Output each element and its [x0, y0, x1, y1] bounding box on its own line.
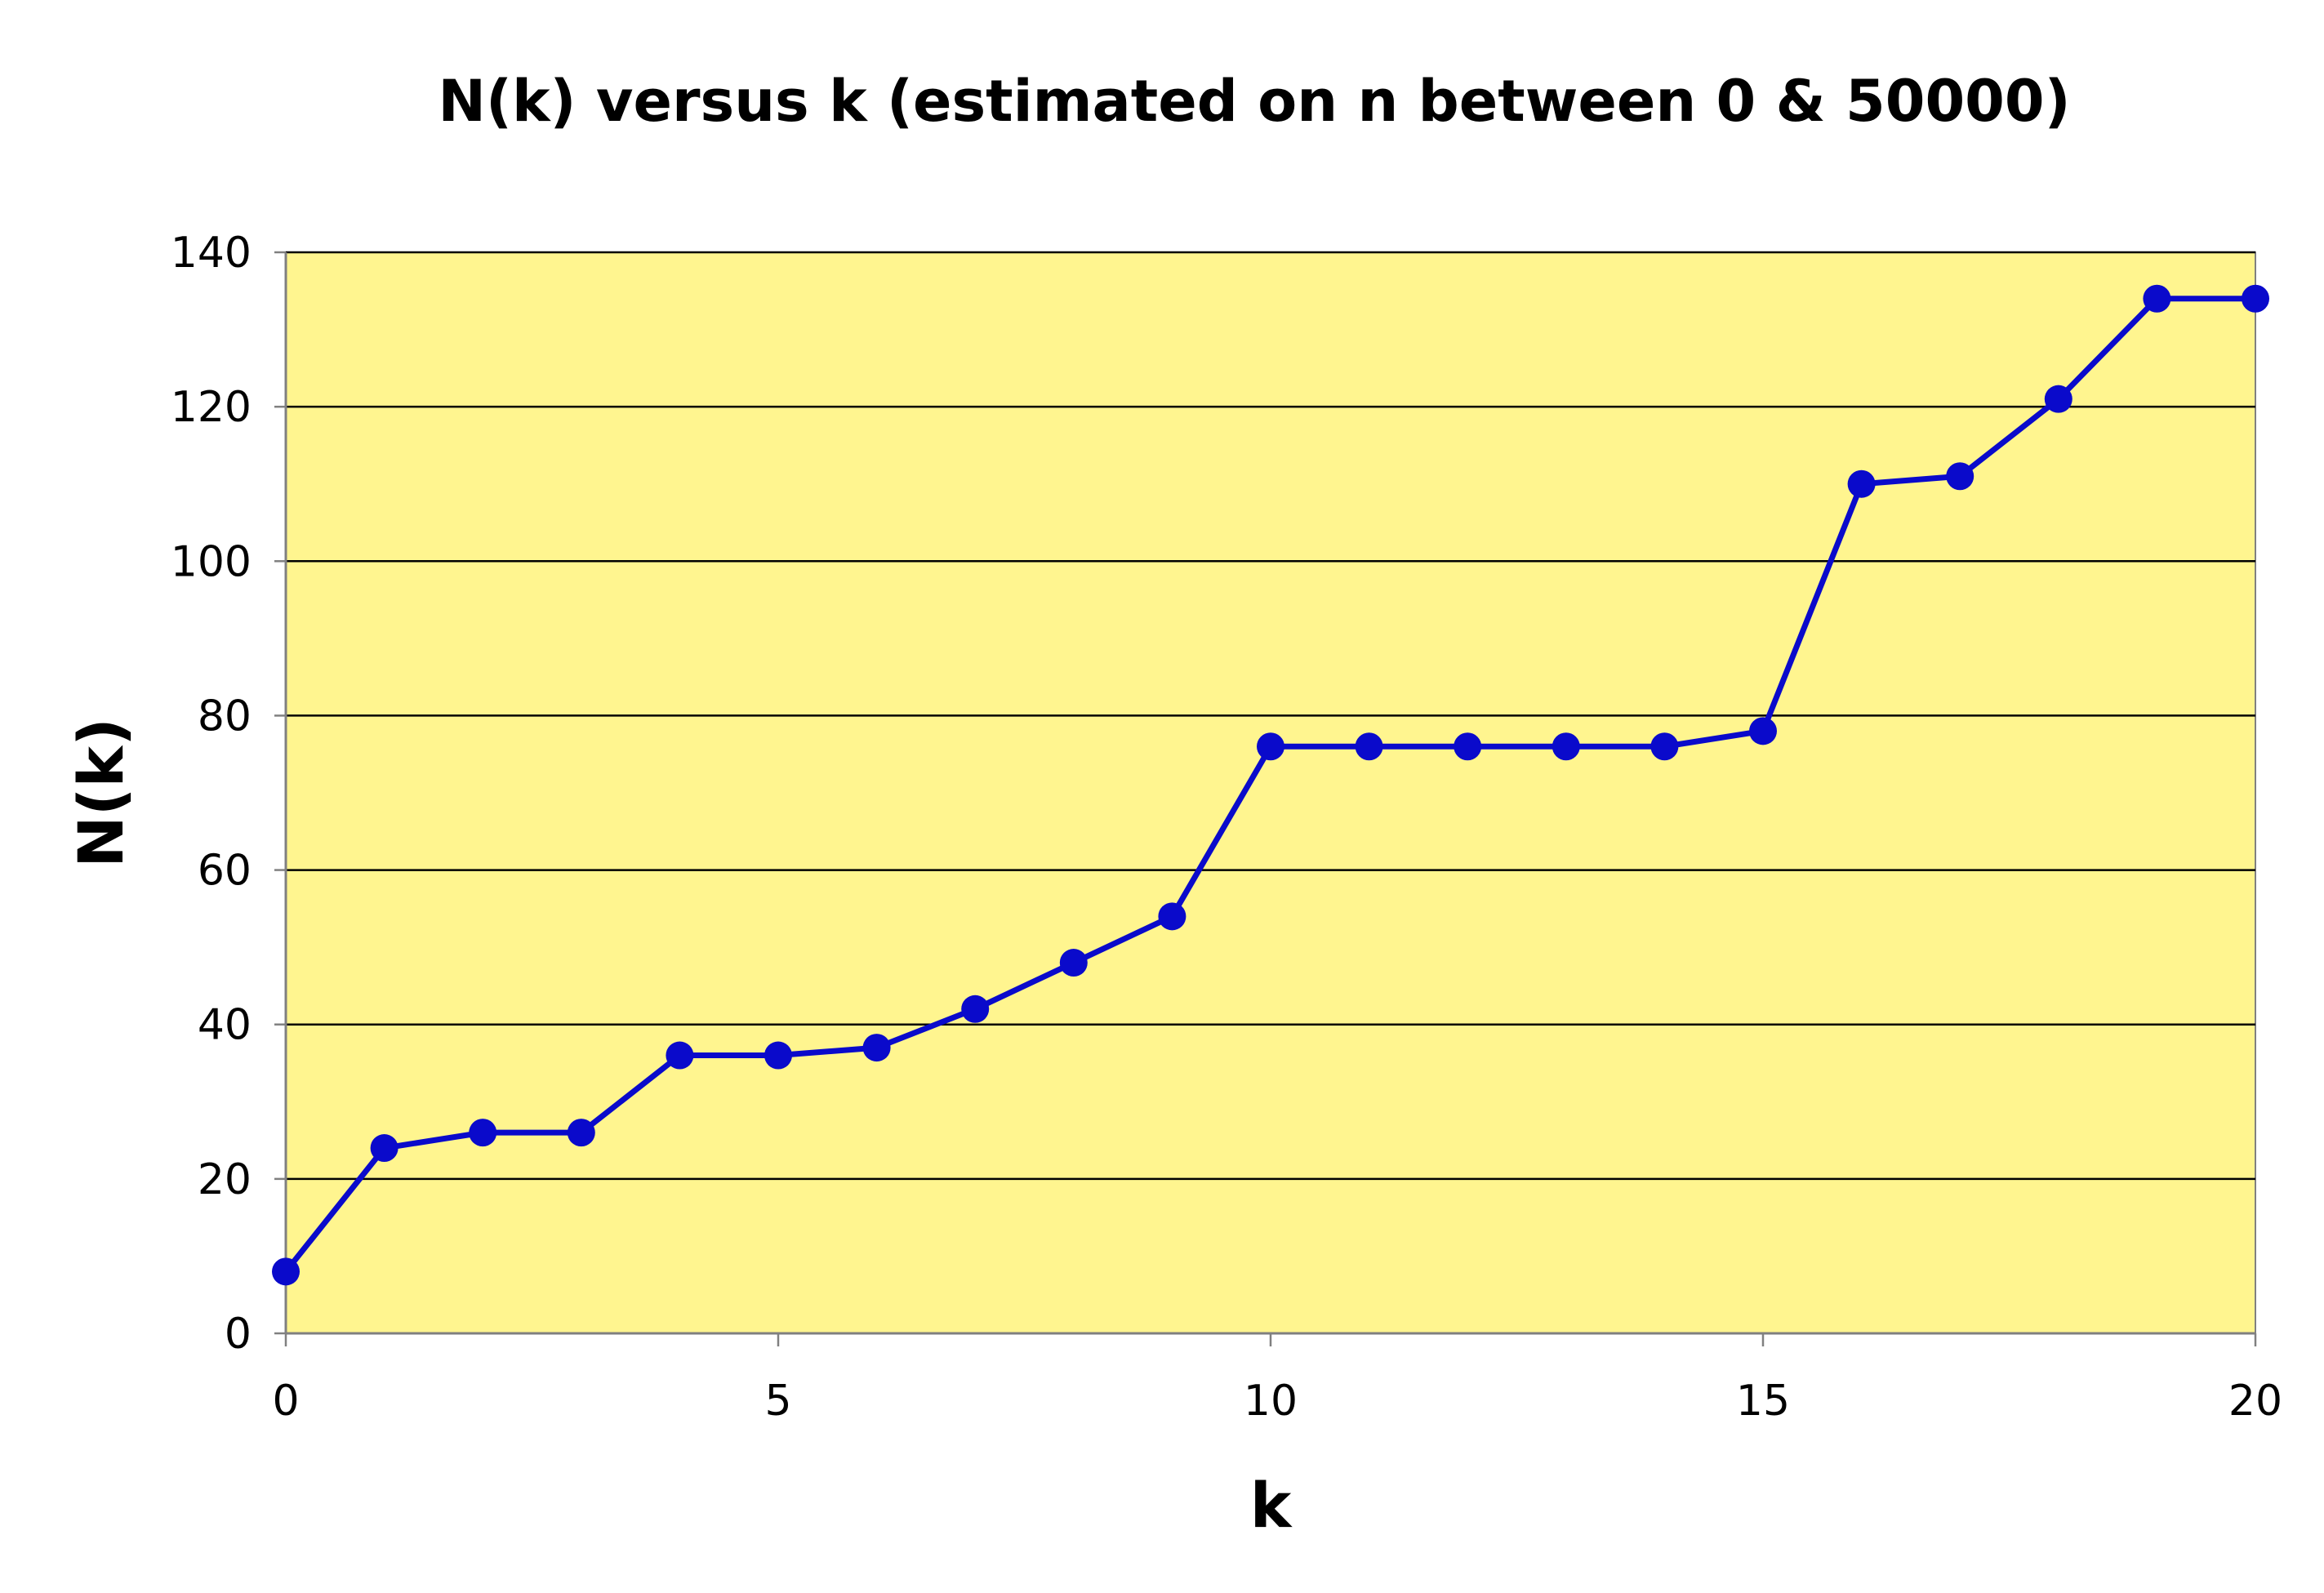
plot-area — [285, 251, 2256, 1334]
x-tick-label: 20 — [2228, 1377, 2282, 1426]
data-point — [764, 1041, 792, 1070]
data-point — [1257, 732, 1284, 761]
data-point — [1059, 949, 1088, 977]
data-point — [666, 1041, 694, 1070]
x-tick-label: 15 — [1736, 1377, 1790, 1426]
y-axis-title: N(k) — [65, 718, 137, 868]
data-point — [1158, 902, 1186, 931]
data-point — [961, 995, 990, 1023]
data-point — [1847, 469, 1876, 498]
y-tick-label: 60 — [198, 847, 252, 896]
data-point — [2044, 385, 2072, 413]
x-tick-label: 0 — [272, 1377, 299, 1426]
data-point — [469, 1119, 497, 1147]
data-point — [2143, 284, 2171, 313]
data-point — [1454, 732, 1482, 761]
x-tick-label: 5 — [764, 1377, 791, 1426]
data-point — [1650, 732, 1679, 761]
y-tick-label: 140 — [171, 229, 252, 278]
y-tick-label: 120 — [171, 383, 252, 432]
data-point — [1355, 732, 1383, 761]
data-point — [272, 1257, 300, 1286]
data-point — [1552, 732, 1580, 761]
y-tick-label: 0 — [225, 1310, 252, 1359]
chart-title: N(k) versus k (estimated on n between 0 … — [438, 68, 2070, 135]
y-tick-label: 80 — [198, 692, 252, 741]
data-point — [567, 1119, 595, 1147]
y-tick-label: 40 — [198, 1001, 252, 1050]
x-axis-title: k — [1250, 1469, 1293, 1542]
y-tick-label: 100 — [171, 537, 252, 586]
y-tick-label: 20 — [198, 1155, 252, 1204]
x-tick-label: 10 — [1244, 1377, 1298, 1426]
data-point — [370, 1134, 398, 1163]
data-point — [1749, 717, 1777, 745]
data-point — [862, 1034, 891, 1062]
data-point — [1946, 462, 1975, 491]
data-point — [2242, 284, 2269, 313]
